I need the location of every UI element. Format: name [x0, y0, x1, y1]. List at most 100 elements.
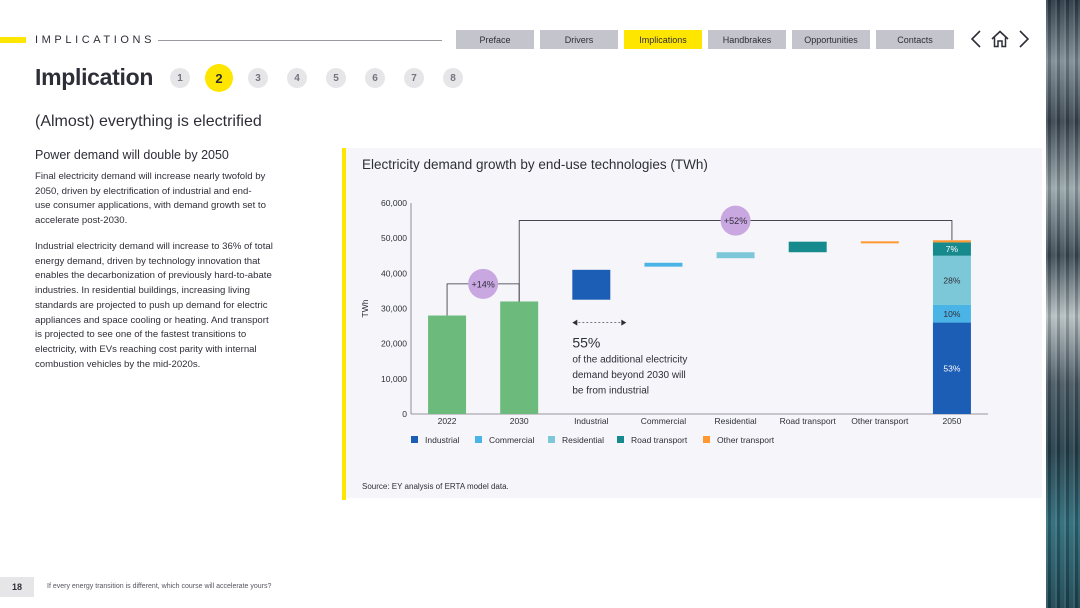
page-subtitle: (Almost) everything is electrified: [35, 113, 262, 130]
page-number: 18: [0, 577, 34, 597]
step-7[interactable]: 7: [404, 68, 424, 88]
annotation-text-line: be from industrial: [572, 386, 649, 397]
annotation-arrow-head: [621, 319, 627, 326]
x-tick-label: 2022: [438, 416, 457, 426]
y-tick-label: 0: [402, 409, 407, 419]
paragraph-line: combustion vehicles by the mid-2020s.: [35, 358, 201, 370]
growth-badge: [720, 205, 751, 236]
stack-segment-label: 53%: [943, 363, 960, 373]
left-heading: Power demand will double by 2050: [35, 148, 229, 162]
paragraph-line: energy demand, driven by technology inno…: [35, 255, 261, 267]
growth-badge: [468, 268, 499, 299]
y-tick-label: 20,000: [381, 339, 407, 349]
nav-tab-implications[interactable]: Implications: [624, 30, 702, 49]
nav-tab-opportunities[interactable]: Opportunities: [792, 30, 870, 49]
y-tick-label: 60,000: [381, 198, 407, 208]
x-tick-label: Road transport: [780, 416, 837, 426]
stack-segment-label: 10%: [943, 309, 960, 319]
step-6[interactable]: 6: [365, 68, 385, 88]
paragraph-line: Final electricity demand will increase n…: [35, 171, 266, 182]
step-8[interactable]: 8: [443, 68, 463, 88]
step-2[interactable]: 2: [205, 64, 233, 92]
paragraph-line: enables the decarbonization of previousl…: [35, 270, 272, 282]
increment-bar: [644, 262, 683, 267]
nav-tab-drivers[interactable]: Drivers: [540, 30, 618, 49]
annotation-arrow-head: [572, 319, 578, 326]
step-3[interactable]: 3: [248, 68, 268, 88]
y-tick-label: 30,000: [381, 304, 407, 314]
stack-segment-label: 7%: [946, 244, 959, 254]
annotation-value: 55%: [572, 335, 600, 351]
home-icon[interactable]: [990, 28, 1010, 50]
chevron-left-icon[interactable]: [966, 28, 986, 50]
total-bar: [428, 315, 467, 414]
annotation-text-line: of the additional electricity: [572, 355, 687, 366]
total-bar: [500, 301, 539, 414]
chart-accent-bar: [342, 148, 346, 500]
waterfall-chart: 0 10,000 20,000 30,000 40,000 50,000 60,000 TWh…: [360, 198, 988, 445]
y-axis-label: TWh: [360, 299, 370, 317]
legend-swatch: [703, 436, 710, 443]
x-tick-label: 2030: [510, 416, 529, 426]
y-tick-label: 10,000: [381, 374, 407, 384]
paragraph-line: Industrial electricity demand will incre…: [35, 241, 273, 252]
section-accent-bar: [0, 37, 26, 43]
x-tick-label: Residential: [715, 416, 757, 426]
paragraph-line: electricity, with EVs reaching cost pari…: [35, 343, 257, 355]
paragraph-1: Final electricity demand will increase n…: [35, 170, 305, 229]
stack-segment: [932, 242, 971, 256]
legend-swatch: [548, 436, 555, 443]
paragraph-line: standards are projected to push up deman…: [35, 299, 268, 311]
nav-tab-preface[interactable]: Preface: [456, 30, 534, 49]
paragraph-line: appliances and space cooling or heating.…: [35, 314, 269, 326]
footer-tagline: If every energy transition is different,…: [47, 583, 272, 590]
nav-tab-handbrakes[interactable]: Handbrakes: [708, 30, 786, 49]
city-photo-strip: [1046, 0, 1080, 608]
legend-label: Residential: [562, 435, 604, 445]
chart-title: Electricity demand growth by end-use tec…: [362, 157, 708, 172]
page-title: Implication: [35, 64, 154, 90]
legend-label: Other transport: [717, 435, 775, 445]
annotation-text-line: demand beyond 2030 will: [572, 370, 685, 381]
x-tick-label: 2050: [942, 416, 961, 426]
paragraph-line: is projected to see one of the fastest t…: [35, 329, 247, 341]
y-tick-label: 50,000: [381, 233, 407, 243]
step-4[interactable]: 4: [287, 68, 307, 88]
increment-bar: [860, 241, 899, 244]
x-tick-label: Industrial: [574, 416, 609, 426]
stack-segment: [932, 304, 971, 323]
page-navigation-icons: [966, 28, 1034, 50]
legend-swatch: [617, 436, 624, 443]
legend-swatch: [411, 436, 418, 443]
step-pager: 1 2 3 4 5 6 7 8: [170, 64, 482, 92]
paragraph-2: Industrial electricity demand will incre…: [35, 240, 305, 372]
paragraph-line: 2050, driven by electrification of indus…: [35, 185, 252, 197]
top-navigation: Preface Drivers Implications Handbrakes …: [456, 30, 954, 49]
step-1[interactable]: 1: [170, 68, 190, 88]
section-divider: [158, 40, 442, 41]
step-5[interactable]: 5: [326, 68, 346, 88]
paragraph-line: accelerate post-2030.: [35, 215, 128, 227]
stack-segment: [932, 322, 971, 414]
x-tick-label: Other transport: [851, 416, 909, 426]
increment-bar: [572, 269, 611, 300]
nav-tab-contacts[interactable]: Contacts: [876, 30, 954, 49]
stack-segment: [932, 240, 971, 243]
chevron-right-icon[interactable]: [1014, 28, 1034, 50]
paragraph-line: industries. In residential buildings, in…: [35, 285, 250, 297]
section-label: IMPLICATIONS: [35, 34, 156, 46]
legend-label: Commercial: [489, 435, 534, 445]
legend-swatch: [475, 436, 482, 443]
increment-bar: [788, 241, 827, 253]
y-tick-label: 40,000: [381, 268, 407, 278]
chart-source: Source: EY analysis of ERTA model data.: [362, 482, 509, 491]
growth-badge-label: +52%: [724, 216, 747, 226]
growth-badge-label: +14%: [471, 279, 494, 289]
legend-label: Industrial: [425, 435, 460, 445]
stack-segment-label: 28%: [943, 275, 960, 285]
stack-segment: [932, 255, 971, 305]
paragraph-line: use consumer applications, with demand g…: [35, 200, 266, 212]
x-tick-label: Commercial: [641, 416, 686, 426]
legend-label: Road transport: [631, 435, 688, 445]
increment-bar: [716, 252, 755, 259]
